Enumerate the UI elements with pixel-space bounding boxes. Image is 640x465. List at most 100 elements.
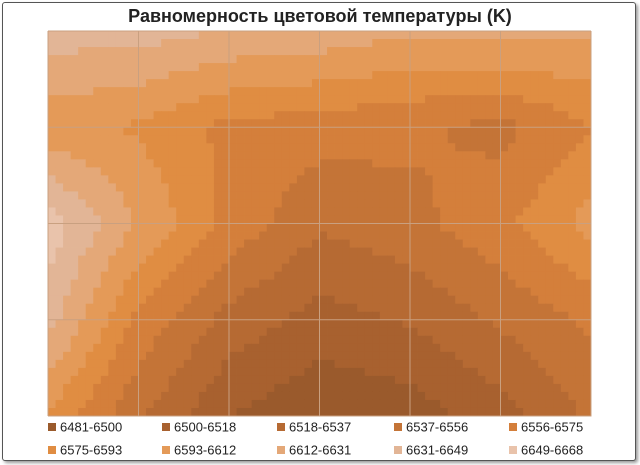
contour-cell	[130, 207, 139, 216]
contour-cell	[394, 103, 403, 112]
contour-cell	[402, 143, 411, 152]
contour-cell	[470, 183, 479, 192]
contour-cell	[304, 39, 313, 48]
contour-cell	[93, 319, 102, 329]
contour-cell	[85, 127, 94, 136]
contour-cell	[583, 311, 592, 321]
contour-cell	[108, 207, 117, 216]
contour-cell	[432, 303, 441, 313]
contour-cell	[530, 359, 539, 369]
contour-cell	[364, 295, 373, 305]
contour-cell	[560, 215, 569, 224]
contour-cell	[259, 103, 268, 112]
contour-cell	[523, 127, 532, 136]
contour-cell	[138, 79, 147, 88]
contour-cell	[568, 95, 577, 104]
contour-cell	[115, 95, 124, 104]
contour-cell	[236, 191, 245, 200]
contour-cell	[553, 167, 562, 176]
contour-cell	[281, 87, 290, 96]
contour-cell	[221, 55, 230, 64]
chart: Равномерность цветовой температуры (K) 6…	[47, 6, 592, 457]
contour-cell	[455, 311, 464, 321]
contour-cell	[266, 191, 275, 200]
contour-cell	[327, 367, 335, 377]
contour-cell	[470, 399, 479, 409]
contour-cell	[568, 31, 577, 40]
contour-cell	[85, 71, 94, 80]
contour-cell	[168, 103, 177, 112]
contour-cell	[530, 335, 539, 345]
contour-cell	[266, 231, 275, 240]
contour-cell	[402, 263, 411, 273]
contour-cell	[85, 87, 94, 96]
contour-cell	[432, 135, 441, 144]
contour-cell	[266, 183, 275, 192]
contour-cell	[138, 351, 147, 361]
contour-cell	[48, 151, 56, 160]
contour-cell	[440, 175, 449, 184]
contour-cell	[560, 207, 569, 216]
contour-cell	[515, 383, 524, 393]
contour-cell	[432, 279, 441, 289]
contour-cell	[447, 311, 456, 321]
contour-cell	[55, 383, 64, 393]
contour-cell	[229, 63, 237, 72]
contour-cell	[470, 199, 479, 208]
contour-cell	[530, 239, 539, 248]
contour-cell	[410, 407, 418, 417]
contour-cell	[48, 327, 56, 337]
contour-cell	[108, 351, 117, 361]
contour-cell	[146, 407, 154, 417]
legend-swatch	[277, 423, 285, 431]
contour-cell	[523, 95, 532, 104]
contour-cell	[545, 87, 554, 96]
contour-cell	[342, 367, 351, 377]
contour-cell	[63, 279, 72, 289]
contour-cell	[319, 359, 328, 369]
contour-cell	[236, 247, 245, 256]
contour-cell	[583, 95, 592, 104]
contour-cell	[251, 399, 260, 409]
contour-cell	[508, 391, 516, 401]
contour-cell	[349, 383, 358, 393]
contour-cell	[63, 367, 72, 377]
contour-cell	[500, 167, 509, 176]
contour-cell	[78, 151, 87, 160]
contour-cell	[206, 143, 215, 152]
contour-cell	[349, 351, 358, 361]
contour-cell	[349, 255, 358, 265]
contour-cell	[342, 231, 351, 240]
contour-cell	[183, 151, 192, 160]
contour-cell	[425, 335, 434, 345]
contour-cell	[410, 223, 418, 232]
contour-cell	[440, 191, 449, 200]
contour-cell	[183, 391, 192, 401]
contour-cell	[100, 215, 109, 224]
contour-cell	[530, 343, 539, 353]
contour-cell	[319, 391, 328, 401]
contour-cell	[251, 391, 260, 401]
contour-cell	[583, 55, 592, 64]
contour-cell	[123, 143, 132, 152]
contour-cell	[583, 375, 592, 385]
contour-cell	[553, 87, 562, 96]
contour-cell	[462, 407, 471, 417]
contour-cell	[477, 367, 486, 377]
contour-cell	[108, 295, 117, 305]
contour-cell	[560, 223, 569, 232]
contour-cell	[410, 199, 418, 208]
contour-cell	[402, 351, 411, 361]
contour-cell	[349, 367, 358, 377]
contour-cell	[334, 367, 343, 377]
contour-cell	[462, 151, 471, 160]
contour-cell	[296, 343, 305, 353]
contour-cell	[281, 223, 290, 232]
contour-cell	[455, 175, 464, 184]
contour-cell	[515, 367, 524, 377]
contour-cell	[515, 287, 524, 297]
contour-cell	[575, 255, 584, 265]
contour-cell	[161, 263, 170, 273]
contour-cell	[425, 359, 434, 369]
contour-cell	[78, 95, 87, 104]
